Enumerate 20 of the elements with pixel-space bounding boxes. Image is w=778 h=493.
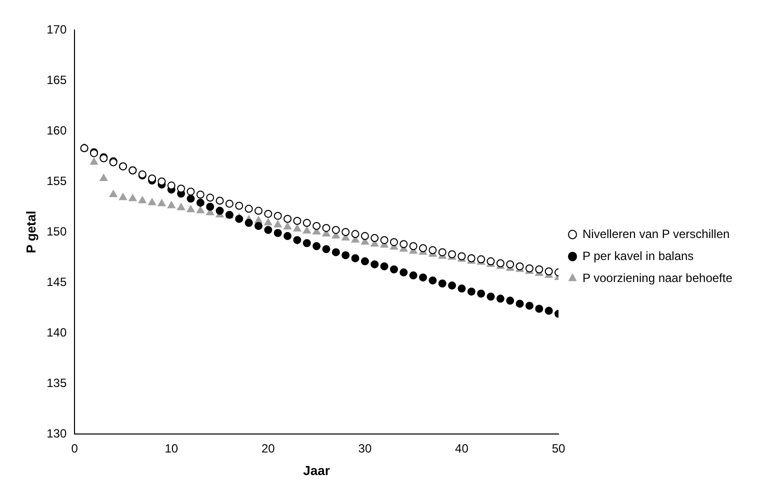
x-tick-label: 30 — [358, 442, 372, 456]
x-tick-label: 40 — [455, 442, 469, 456]
y-tick-label: 155 — [46, 174, 67, 188]
legend-label: P per kavel in balans — [582, 248, 694, 263]
x-axis-title: Jaar — [303, 462, 330, 478]
y-tick-label: 160 — [46, 123, 67, 138]
x-tick-label: 10 — [164, 442, 178, 456]
x-tick-label: 0 — [71, 442, 78, 456]
y-tick-label: 130 — [46, 426, 67, 440]
legend-label: Nivelleren van P verschillen — [582, 226, 730, 241]
x-tick-label: 50 — [552, 442, 566, 456]
y-tick-label: 150 — [46, 224, 67, 238]
y-tick-label: 135 — [46, 376, 67, 390]
y-tick-label: 165 — [46, 72, 67, 87]
x-tick-label: 20 — [261, 442, 276, 456]
y-tick-label: 145 — [46, 274, 67, 289]
y-tick-label: 140 — [46, 325, 67, 340]
y-tick-label: 170 — [46, 22, 67, 36]
y-axis-title: P getal — [23, 210, 38, 254]
legend-label: P voorziening naar behoefte — [582, 270, 733, 285]
